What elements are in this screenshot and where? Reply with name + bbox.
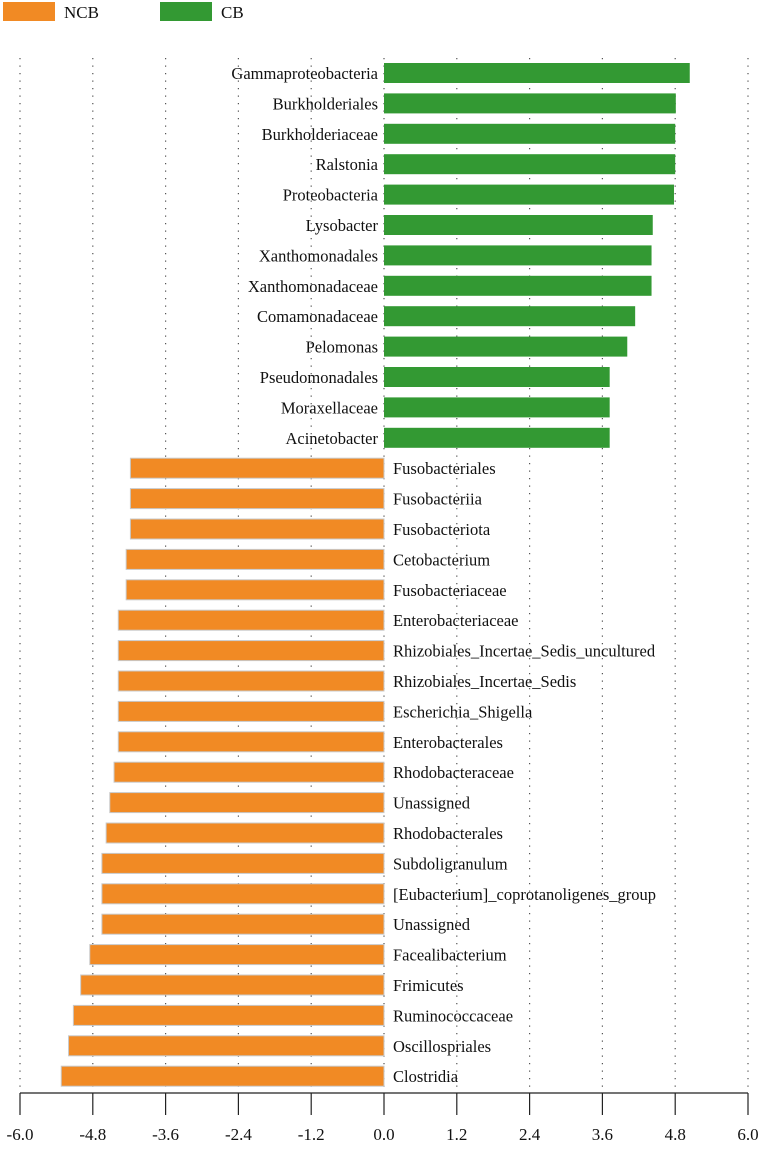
legend-swatch-ncb bbox=[3, 2, 55, 21]
category-label-27: [Eubacterium]_coprotanoligenes_group bbox=[393, 885, 656, 904]
bar-31 bbox=[72, 1004, 385, 1026]
bar-3 bbox=[384, 154, 676, 175]
x-tick-label-3: -2.4 bbox=[225, 1125, 252, 1144]
category-label-25: Rhodobacterales bbox=[393, 824, 503, 843]
bar-17 bbox=[125, 579, 385, 601]
bar-30 bbox=[80, 974, 385, 996]
category-label-26: Subdoligranulum bbox=[393, 854, 508, 873]
x-tick-label-4: -1.2 bbox=[298, 1125, 325, 1144]
bar-28 bbox=[101, 913, 385, 935]
bar-11 bbox=[384, 397, 610, 418]
category-label-2: Burkholderiaceae bbox=[262, 125, 378, 144]
bar-5 bbox=[384, 215, 653, 235]
bar-18 bbox=[117, 609, 385, 631]
x-tick-label-9: 4.8 bbox=[665, 1125, 686, 1144]
legend-label-ncb: NCB bbox=[64, 3, 99, 22]
x-tick-label-5: 0.0 bbox=[373, 1125, 394, 1144]
bar-19 bbox=[117, 640, 385, 662]
bar-6 bbox=[384, 245, 652, 266]
bar-12 bbox=[384, 427, 610, 448]
category-label-21: Escherichia_Shigella bbox=[393, 702, 533, 721]
category-label-17: Fusobacteriaceae bbox=[393, 581, 507, 600]
x-tick-label-6: 1.2 bbox=[446, 1125, 467, 1144]
category-label-32: Oscillospriales bbox=[393, 1037, 491, 1056]
x-tick-label-10: 6.0 bbox=[737, 1125, 758, 1144]
bar-0 bbox=[384, 63, 690, 83]
bar-32 bbox=[68, 1035, 385, 1057]
x-tick-label-2: -3.6 bbox=[152, 1125, 179, 1144]
category-label-22: Enterobacterales bbox=[393, 733, 503, 752]
x-tick-label-7: 2.4 bbox=[519, 1125, 541, 1144]
category-label-5: Lysobacter bbox=[306, 216, 379, 235]
bar-20 bbox=[117, 670, 385, 692]
category-label-14: Fusobacteriia bbox=[393, 490, 483, 509]
x-axis: -6.0 -4.8 -3.6 -2.4 -1.2 0.0 1.2 2.4 3.6 4.8 6.0 bbox=[7, 1092, 759, 1144]
bar-14 bbox=[129, 488, 385, 510]
category-label-0: Gammaproteobacteria bbox=[231, 64, 378, 83]
bar-2 bbox=[384, 123, 676, 144]
category-label-1: Burkholderiales bbox=[273, 94, 378, 113]
bar-27 bbox=[101, 883, 385, 905]
bar-21 bbox=[117, 700, 385, 722]
bar-22 bbox=[117, 731, 385, 753]
category-label-8: Comamonadaceae bbox=[257, 307, 378, 326]
category-label-7: Xanthomonadaceae bbox=[248, 277, 378, 296]
category-label-33: Clostridia bbox=[393, 1067, 459, 1086]
grid-lines bbox=[19, 58, 749, 1093]
bar-7 bbox=[384, 275, 652, 296]
category-label-24: Unassigned bbox=[393, 794, 471, 813]
category-label-19: Rhizobiales_Incertae_Sedis_uncultured bbox=[393, 642, 656, 661]
category-label-23: Rhodobacteraceae bbox=[393, 763, 514, 782]
bar-1 bbox=[384, 93, 676, 114]
category-label-16: Cetobacterium bbox=[393, 550, 490, 569]
category-label-15: Fusobacteriota bbox=[393, 520, 491, 539]
bar-23 bbox=[113, 761, 385, 783]
legend-label-cb: CB bbox=[221, 3, 244, 22]
category-label-6: Xanthomonadales bbox=[259, 246, 378, 265]
category-label-20: Rhizobiales_Incertae_Sedis bbox=[393, 672, 576, 691]
legend-swatch-cb bbox=[160, 2, 212, 21]
category-label-12: Acinetobacter bbox=[285, 429, 378, 448]
bar-26 bbox=[101, 852, 385, 874]
bar-16 bbox=[125, 548, 385, 570]
bar-15 bbox=[129, 518, 385, 540]
x-tick-label-8: 3.6 bbox=[592, 1125, 613, 1144]
category-label-3: Ralstonia bbox=[316, 155, 379, 174]
bar-10 bbox=[384, 367, 610, 387]
category-label-13: Fusobacteriales bbox=[393, 459, 496, 478]
legend: NCB CB bbox=[3, 2, 244, 22]
bars bbox=[60, 63, 690, 1087]
x-tick-label-1: -4.8 bbox=[79, 1125, 106, 1144]
category-label-28: Unassigned bbox=[393, 915, 471, 934]
category-label-11: Moraxellaceae bbox=[281, 398, 378, 417]
bar-33 bbox=[60, 1065, 385, 1087]
category-label-10: Pseudomonadales bbox=[260, 368, 378, 387]
bar-4 bbox=[384, 184, 674, 205]
category-labels: Gammaproteobacteria Burkholderiales Burkho… bbox=[231, 64, 656, 1086]
category-label-29: Facealibacterium bbox=[393, 946, 507, 965]
bar-24 bbox=[109, 792, 385, 814]
bar-25 bbox=[105, 822, 385, 844]
bar-8 bbox=[384, 306, 636, 327]
category-label-4: Proteobacteria bbox=[283, 186, 379, 205]
bar-29 bbox=[89, 944, 385, 966]
x-tick-label-0: -6.0 bbox=[7, 1125, 34, 1144]
category-label-18: Enterobacteriaceae bbox=[393, 611, 518, 630]
category-label-31: Ruminococcaceae bbox=[393, 1006, 513, 1025]
bar-9 bbox=[384, 336, 628, 357]
category-label-30: Frimicutes bbox=[393, 976, 464, 995]
category-label-9: Pelomonas bbox=[306, 338, 378, 357]
bar-13 bbox=[129, 457, 385, 479]
